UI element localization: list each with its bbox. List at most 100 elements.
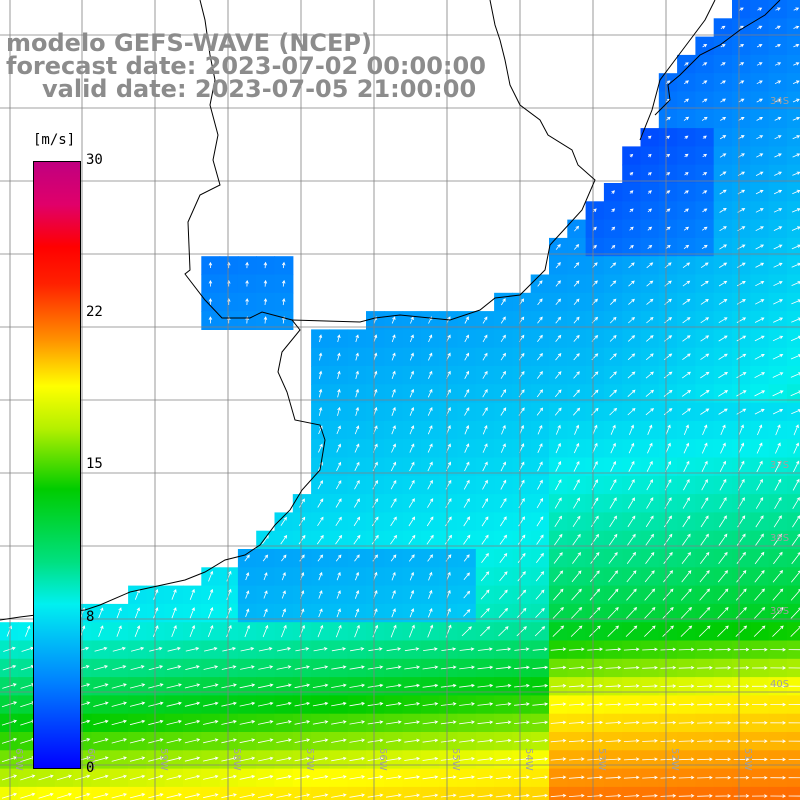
- wind-arrow: [500, 443, 506, 453]
- wind-arrow: [390, 534, 397, 545]
- wind-arrow: [93, 665, 108, 671]
- wind-arrow: [203, 665, 219, 670]
- wind-arrow: [715, 720, 732, 725]
- wind-arrow: [683, 478, 690, 491]
- field-cell: [732, 219, 751, 239]
- field-cell: [567, 622, 587, 642]
- wind-arrow: [257, 701, 274, 707]
- wind-arrow: [94, 646, 108, 652]
- wind-arrow: [756, 153, 764, 158]
- wind-arrow: [56, 774, 72, 781]
- field-cell: [695, 585, 715, 605]
- wind-arrow: [422, 720, 439, 725]
- wind-arrow: [790, 570, 800, 583]
- field-cell: [713, 109, 733, 129]
- wind-arrow: [221, 720, 237, 725]
- wind-arrow: [660, 739, 677, 743]
- wind-arrow: [610, 262, 617, 269]
- field-cell: [549, 622, 568, 642]
- field-cell: [457, 549, 477, 568]
- field-cell: [622, 256, 642, 276]
- wind-arrow: [354, 624, 360, 638]
- field-cell: [567, 219, 587, 239]
- field-cell: [640, 347, 660, 367]
- wind-arrow: [718, 533, 728, 546]
- field-cell: [475, 457, 495, 477]
- field-cell: [750, 91, 770, 111]
- wind-arrow: [148, 665, 164, 671]
- field-cell: [622, 164, 642, 184]
- wind-arrow: [441, 647, 457, 651]
- wind-arrow: [1, 737, 18, 744]
- wind-arrow: [349, 720, 365, 725]
- wind-arrow: [772, 409, 784, 415]
- wind-arrow: [130, 646, 145, 652]
- wind-arrow: [666, 135, 671, 140]
- wind-arrow: [355, 406, 360, 416]
- field-cell: [567, 402, 587, 422]
- field-cell: [732, 109, 751, 129]
- field-cell: [695, 73, 715, 93]
- wind-arrow: [477, 793, 494, 798]
- wind-arrow: [733, 702, 750, 707]
- wind-arrow: [318, 590, 323, 599]
- wind-arrow: [572, 515, 581, 528]
- wind-arrow: [221, 738, 237, 744]
- wind-arrow: [240, 647, 255, 652]
- field-cell: [677, 73, 696, 93]
- wind-arrow: [477, 665, 494, 670]
- wind-arrow: [715, 794, 732, 798]
- field-cell: [658, 530, 678, 550]
- wind-arrow: [353, 534, 361, 545]
- wind-arrow: [166, 793, 182, 799]
- wind-arrow: [770, 702, 787, 707]
- coastline-east: [639, 0, 716, 141]
- wind-arrow: [464, 388, 470, 398]
- field-cell: [677, 457, 696, 477]
- wind-arrow: [349, 683, 365, 688]
- wind-arrow: [263, 298, 268, 306]
- wind-arrow: [349, 756, 365, 762]
- field-cell: [475, 530, 495, 550]
- wind-arrow: [792, 135, 800, 140]
- field-cell: [677, 384, 696, 404]
- wind-arrow: [258, 647, 273, 652]
- wind-arrow: [459, 793, 475, 798]
- wind-arrow: [755, 299, 765, 305]
- wind-arrow: [697, 757, 713, 762]
- wind-arrow: [788, 777, 800, 779]
- wind-arrow: [700, 335, 710, 342]
- field-cell: [439, 494, 459, 513]
- wind-arrow: [500, 479, 507, 490]
- field-cell: [512, 292, 532, 312]
- wind-arrow: [718, 515, 727, 528]
- wind-arrow: [464, 316, 469, 324]
- field-cell: [439, 347, 459, 367]
- field-cell: [549, 512, 568, 532]
- wind-arrow: [514, 683, 530, 688]
- field-cell: [640, 146, 660, 166]
- wind-arrow: [591, 407, 599, 416]
- wind-arrow: [349, 793, 365, 798]
- coastline-main: [0, 0, 326, 621]
- field-cell: [768, 274, 788, 294]
- wind-arrow: [331, 775, 347, 780]
- field-cell: [732, 73, 751, 93]
- wind-arrow: [386, 647, 402, 652]
- field-cell: [750, 109, 770, 129]
- wind-arrow: [535, 589, 545, 600]
- wind-arrow: [422, 702, 439, 706]
- field-cell: [18, 786, 38, 800]
- field-cell: [677, 292, 696, 312]
- wind-arrow: [792, 80, 800, 84]
- wind-arrow: [719, 460, 726, 472]
- wind-arrow: [733, 647, 750, 652]
- wind-arrow: [574, 225, 580, 232]
- wind-arrow: [717, 570, 729, 583]
- field-cell: [658, 237, 678, 257]
- wind-arrow: [737, 262, 746, 268]
- field-cell: [786, 530, 800, 550]
- wind-arrow: [148, 774, 164, 780]
- wind-arrow: [719, 153, 727, 158]
- field-cell: [329, 494, 349, 513]
